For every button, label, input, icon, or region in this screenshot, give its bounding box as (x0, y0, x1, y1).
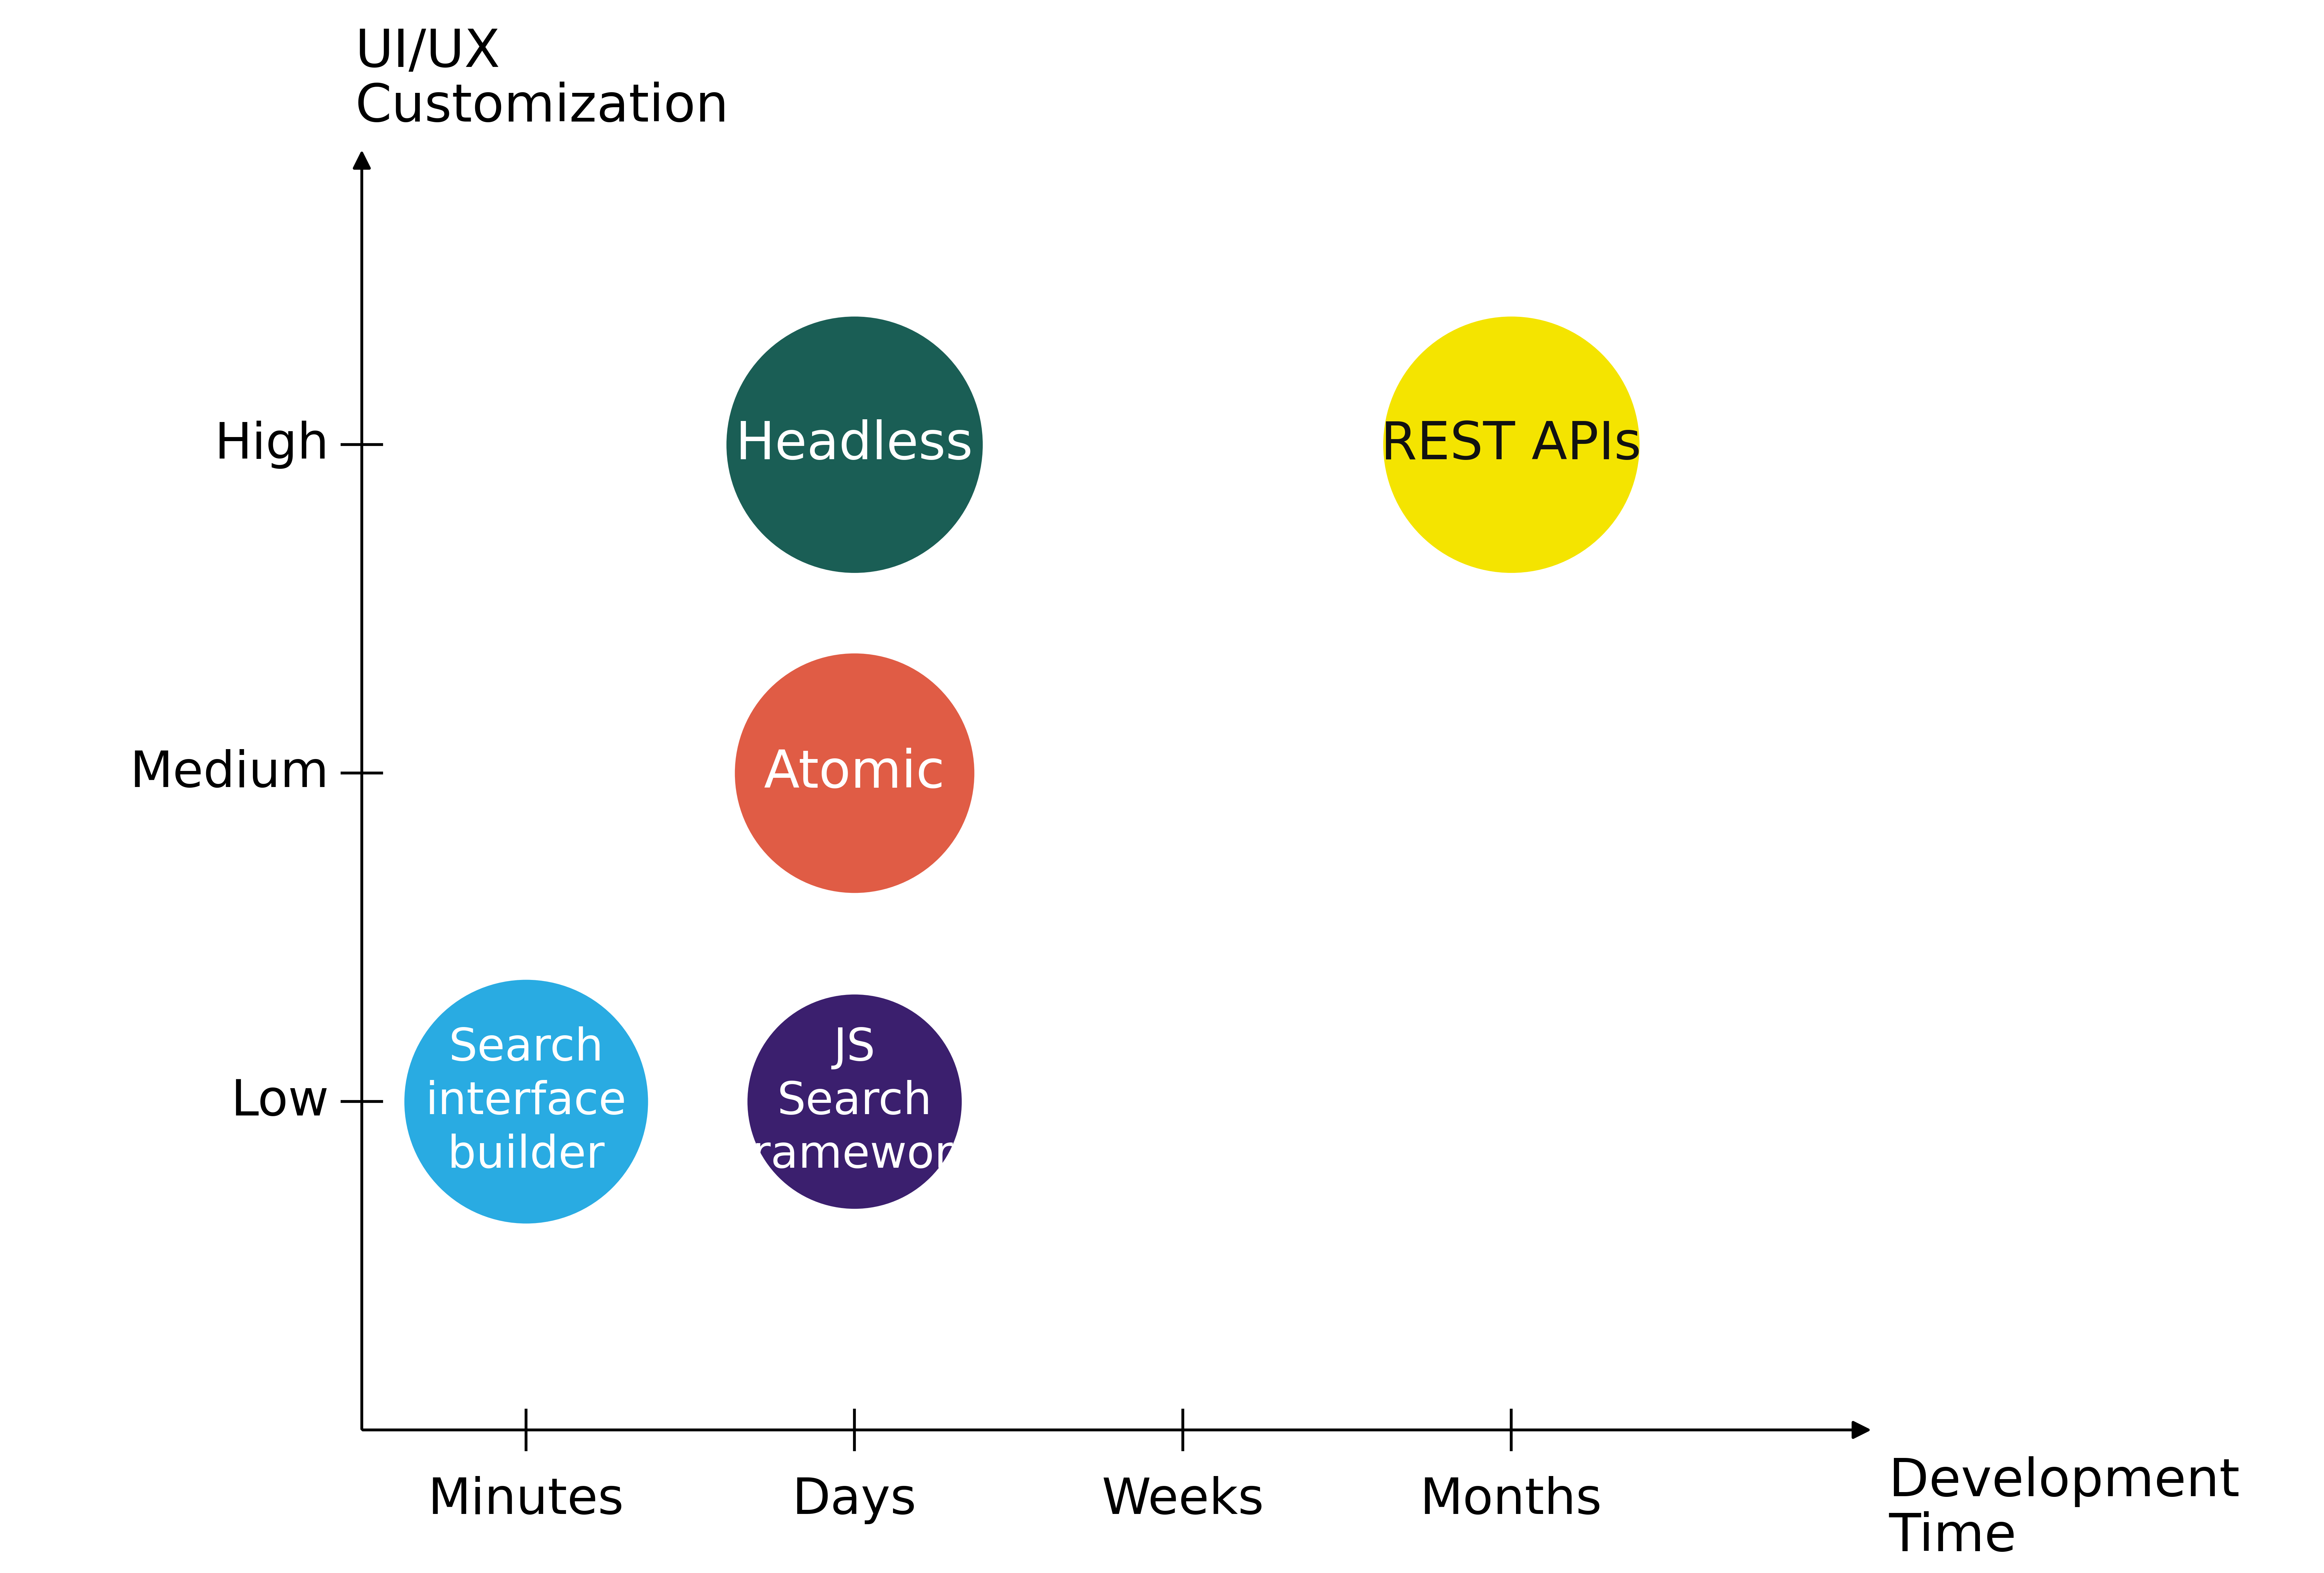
Point (507, 1089, 544, 1114)
Text: Development
Time: Development Time (1889, 1457, 2240, 1562)
Text: Headless: Headless (737, 418, 974, 470)
Point (837, 433, 874, 458)
Text: Weeks: Weeks (1102, 1475, 1264, 1524)
Point (837, 1089, 874, 1114)
Text: Search
interface
builder: Search interface builder (425, 1026, 627, 1177)
Text: High: High (214, 420, 330, 469)
Text: REST APIs: REST APIs (1380, 418, 1641, 470)
Text: Atomic: Atomic (765, 747, 946, 799)
Text: UI/UX
Customization: UI/UX Customization (356, 27, 730, 132)
Text: Days: Days (792, 1475, 916, 1524)
Text: Minutes: Minutes (428, 1475, 625, 1524)
Point (1492, 433, 1529, 458)
Text: Months: Months (1420, 1475, 1601, 1524)
Text: Low: Low (230, 1078, 330, 1126)
Text: Medium: Medium (130, 749, 330, 798)
Text: JS
Search
Framework: JS Search Framework (730, 1026, 978, 1177)
Point (837, 760, 874, 785)
